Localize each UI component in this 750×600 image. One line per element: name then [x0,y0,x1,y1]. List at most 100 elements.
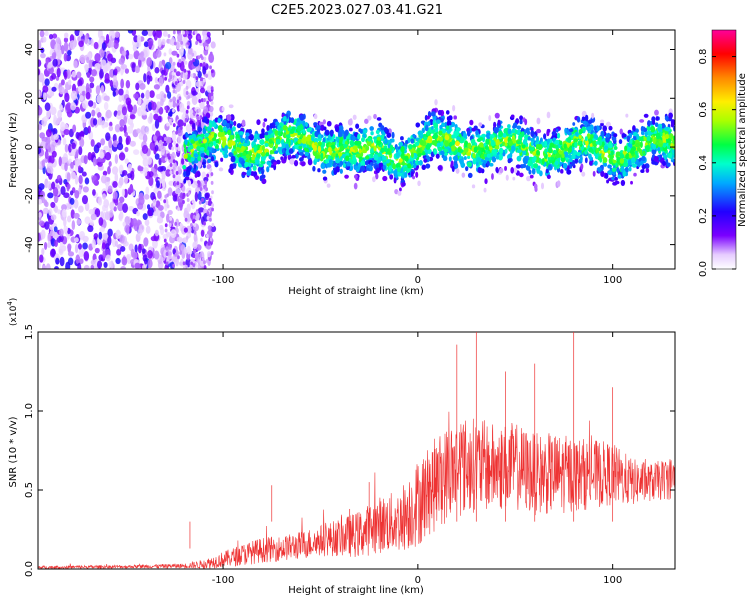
heatmap-y-label: Frequency (Hz) [8,112,19,188]
heatmap-cell [339,136,344,144]
heatmap-cell [208,53,215,64]
heatmap-cell [495,167,499,174]
heatmap-cell [228,104,234,109]
heatmap-cell [97,117,103,126]
heatmap-cell [166,91,172,99]
heatmap-cell [185,235,189,240]
heatmap-cell [300,134,304,139]
heatmap-cell [163,199,167,204]
heatmap-cell [319,124,325,131]
heatmap-cell [169,162,173,167]
heatmap-cell [425,144,431,150]
heatmap-cell [224,145,228,152]
heatmap-cell [597,155,603,161]
heatmap-cell [527,136,531,141]
heatmap-cell [504,148,508,154]
heatmap-cell [346,161,351,167]
colorbar-tick-label: 0.6 [698,102,709,118]
heatmap-cell [600,170,605,177]
heatmap-cell [42,85,49,93]
snr-frame [37,331,676,570]
heatmap-cell [202,128,207,135]
heatmap-cell [323,126,327,131]
heatmap-cell [631,157,636,164]
heatmap-cell [127,117,134,126]
heatmap-cell [249,133,254,141]
heatmap-cell [619,158,625,164]
heatmap-cell [67,50,72,56]
heatmap-cell [183,227,188,233]
heatmap-cell [185,123,193,133]
heatmap-cell [63,217,67,227]
snr-series-line [38,411,675,569]
y-tick-label: 20 [24,92,35,105]
heatmap-cell [169,216,173,221]
heatmap-cell [70,161,74,169]
heatmap-cell [44,221,50,230]
heatmap-cell [165,108,169,113]
heatmap-cell [196,145,201,152]
heatmap-cell [241,171,247,176]
heatmap-cell [634,150,638,155]
heatmap-cell [228,152,234,158]
heatmap-cell [116,248,122,256]
heatmap-cell [546,128,551,133]
heatmap-cell [65,261,71,269]
heatmap-cell [46,165,53,174]
heatmap-cell [558,150,564,155]
heatmap-cell [548,159,552,164]
heatmap-cell [526,130,531,136]
heatmap-cell [133,93,139,99]
heatmap-cell [305,122,308,128]
heatmap-cell [142,157,149,167]
heatmap-cell [366,164,372,169]
heatmap-cell [601,153,605,159]
heatmap-cell [141,109,147,116]
heatmap-cell [134,262,141,269]
y-tick-label: 0 [24,144,35,150]
heatmap-cell [212,137,217,142]
heatmap-cell [107,185,113,193]
heatmap-cell [347,118,353,126]
heatmap-cell [200,229,205,237]
heatmap-cell [125,79,131,89]
heatmap-cell [233,163,237,169]
heatmap-cell [668,112,673,119]
heatmap-cell [600,119,605,124]
heatmap-cell [289,128,295,135]
heatmap-cell [184,60,188,65]
y-tick-label: 1.0 [24,403,35,419]
heatmap-cell [105,33,110,44]
heatmap-cell [124,158,129,165]
heatmap-cell [171,71,175,76]
heatmap-cell [394,189,399,195]
heatmap-cell [147,209,153,217]
heatmap-cell [210,86,214,91]
heatmap-cell [354,140,359,146]
heatmap-cell [203,260,206,265]
heatmap-cell [84,34,88,45]
heatmap-cell [39,30,45,38]
heatmap-cell [96,94,103,104]
heatmap-cell [118,152,126,161]
heatmap-cell [246,170,252,176]
heatmap-cell [124,146,129,153]
heatmap-cell [109,121,113,127]
heatmap-cell [461,172,466,178]
heatmap-cell [164,194,168,199]
heatmap-cell [653,136,657,144]
heatmap-cell [657,147,661,152]
heatmap-cell [99,68,104,79]
heatmap-cell [148,176,154,187]
heatmap-cell [173,140,177,145]
heatmap-cell [455,127,461,133]
heatmap-cell [307,155,311,160]
heatmap-cell [125,49,130,60]
heatmap-cell [165,261,169,266]
heatmap-cell [41,159,46,168]
heatmap-cell [320,162,326,170]
heatmap-cell [94,52,101,63]
heatmap-cell [144,219,150,226]
heatmap-cell [635,142,641,148]
heatmap-cell [175,71,181,77]
